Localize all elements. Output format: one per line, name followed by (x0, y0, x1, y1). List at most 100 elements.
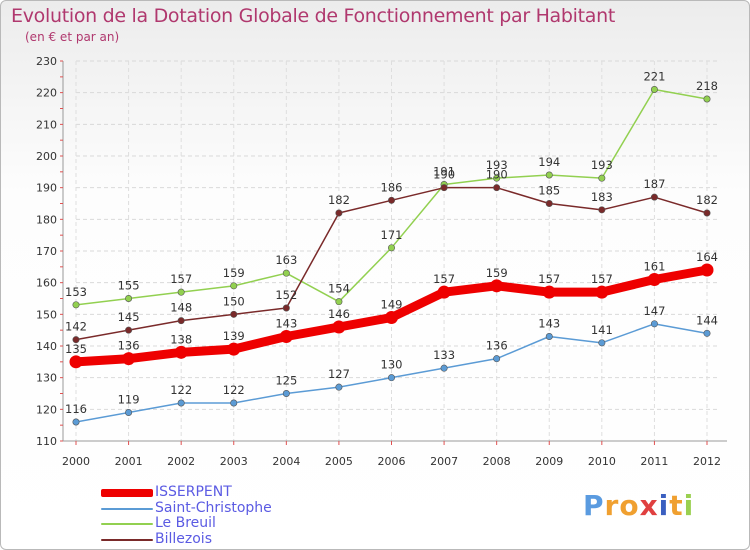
data-label: 218 (696, 79, 718, 93)
data-label: 136 (486, 339, 508, 353)
data-point (177, 317, 185, 325)
data-label: 127 (328, 367, 350, 381)
data-label: 154 (328, 282, 350, 296)
logo-letter: i (658, 489, 670, 522)
data-point (490, 279, 504, 293)
data-label: 194 (538, 155, 560, 169)
data-point (647, 273, 661, 286)
proxiti-logo: Proxiti (583, 489, 694, 522)
data-point (703, 209, 711, 217)
data-point (177, 399, 185, 407)
x-tick-label: 2003 (220, 455, 248, 468)
data-label: 116 (65, 402, 87, 416)
y-tick-label: 150 (36, 308, 57, 321)
data-label: 163 (275, 253, 297, 267)
y-tick-label: 170 (36, 245, 57, 258)
data-point (125, 408, 133, 416)
legend-label: Billezois (155, 530, 212, 547)
x-tick-label: 2004 (272, 455, 300, 468)
data-label: 146 (328, 307, 350, 321)
data-label: 159 (486, 266, 508, 280)
data-point (542, 285, 556, 299)
data-label: 141 (591, 323, 613, 337)
legend-swatch (101, 538, 153, 541)
data-label: 193 (591, 158, 613, 172)
data-point (72, 301, 80, 309)
y-tick-label: 140 (36, 340, 57, 353)
y-tick-label: 120 (36, 403, 57, 416)
data-label: 155 (118, 279, 140, 293)
data-label: 143 (275, 317, 297, 331)
x-tick-label: 2002 (167, 455, 195, 468)
data-point (598, 339, 606, 347)
data-label: 185 (538, 184, 560, 198)
data-label: 122 (170, 383, 192, 397)
data-point (125, 326, 133, 334)
data-label: 159 (223, 266, 245, 280)
data-label: 148 (170, 301, 192, 315)
x-tick-label: 2010 (588, 455, 616, 468)
data-point (72, 418, 80, 426)
y-tick-label: 110 (36, 435, 57, 448)
data-label: 136 (118, 339, 140, 353)
data-point (282, 269, 290, 277)
legend-swatch (101, 507, 153, 510)
data-label: 157 (433, 272, 455, 286)
data-label: 187 (643, 177, 665, 191)
y-tick-label: 190 (36, 182, 57, 195)
data-point (650, 86, 658, 94)
x-tick-label: 2000 (62, 455, 90, 468)
data-label: 190 (433, 168, 455, 182)
logo-letter: r (604, 489, 620, 522)
logo-letter: i (683, 489, 695, 522)
data-point (598, 206, 606, 214)
data-label: 191 (433, 165, 455, 179)
data-label: 135 (65, 342, 87, 356)
data-label: 130 (381, 358, 403, 372)
x-tick-label: 2012 (693, 455, 721, 468)
logo-letter: P (583, 489, 605, 522)
data-point (174, 345, 188, 359)
x-tick-label: 2008 (483, 455, 511, 468)
x-tick-label: 2001 (115, 455, 143, 468)
chart-subtitle: (en € et par an) (25, 30, 120, 44)
legend-swatch (101, 489, 153, 497)
data-label: 157 (170, 272, 192, 286)
data-point (122, 352, 136, 366)
data-point (335, 209, 343, 217)
data-point (545, 200, 553, 208)
y-tick-label: 230 (36, 55, 57, 68)
data-point (227, 342, 241, 356)
data-label: 138 (170, 332, 192, 346)
data-point (385, 311, 398, 324)
data-label: 182 (696, 193, 718, 207)
data-point (493, 174, 501, 182)
data-point (493, 184, 501, 192)
data-point (279, 330, 293, 343)
data-label: 182 (328, 193, 350, 207)
data-point (335, 298, 343, 306)
data-point (230, 282, 238, 290)
data-point (440, 364, 448, 372)
data-label: 164 (696, 250, 718, 264)
y-tick-label: 180 (36, 213, 57, 226)
data-point (282, 304, 290, 312)
data-point (650, 193, 658, 201)
data-label: 145 (118, 310, 140, 324)
data-point (650, 320, 658, 328)
data-point (332, 320, 346, 334)
data-label: 139 (223, 329, 245, 343)
x-tick-label: 2005 (325, 455, 353, 468)
y-tick-label: 200 (36, 150, 57, 163)
data-point (177, 288, 185, 296)
x-tick-label: 2009 (535, 455, 563, 468)
legend-swatch (101, 523, 153, 525)
data-label: 153 (65, 285, 87, 299)
data-point (335, 383, 343, 391)
y-tick-label: 220 (36, 87, 57, 100)
data-label: 142 (65, 320, 87, 334)
data-label: 149 (381, 298, 403, 312)
data-point (387, 196, 395, 204)
